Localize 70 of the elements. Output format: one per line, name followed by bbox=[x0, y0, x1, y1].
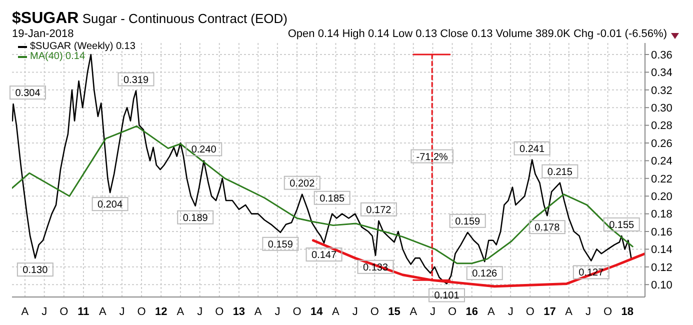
x-tick-label: J bbox=[352, 306, 358, 318]
x-tick-label: A bbox=[488, 306, 496, 318]
annotation: -71.2% bbox=[416, 152, 448, 163]
x-tick-label: O bbox=[448, 306, 458, 318]
annotation: 0.319 bbox=[123, 74, 149, 86]
x-tick-label: A bbox=[410, 306, 418, 318]
y-tick-label: 0.30 bbox=[651, 102, 672, 115]
x-tick-label: J bbox=[119, 306, 125, 318]
annotation: 0.202 bbox=[290, 178, 316, 190]
annotation: 0.178 bbox=[534, 222, 560, 234]
x-tick-label: J bbox=[274, 306, 280, 318]
x-tick-label: A bbox=[176, 306, 185, 318]
annotation: 0.204 bbox=[98, 200, 124, 211]
y-tick-label: 0.36 bbox=[651, 49, 672, 62]
x-tick-label: O bbox=[526, 306, 535, 318]
annotation: 0.304 bbox=[15, 88, 41, 100]
annotation: 0.189 bbox=[182, 212, 208, 224]
x-tick-label: O bbox=[292, 306, 302, 318]
annotation: 0.215 bbox=[547, 166, 573, 178]
x-tick-label: O bbox=[603, 306, 612, 318]
x-tick-label: A bbox=[254, 306, 262, 318]
annotation: 0.155 bbox=[609, 220, 635, 231]
x-tick-label: 18 bbox=[621, 306, 634, 318]
legend-label: MA(40) 0.14 bbox=[30, 51, 86, 62]
x-tick-label: 11 bbox=[78, 306, 90, 318]
x-tick-label: A bbox=[332, 306, 340, 318]
text: Open 0.14 High 0.14 Low 0.13 Close 0.13 Volume 389.0K Chg -0.01 (-6.56%) bbox=[288, 28, 667, 40]
x-tick-label: O bbox=[60, 306, 69, 318]
annotation: 0.126 bbox=[472, 268, 498, 280]
y-tick-label: 0.14 bbox=[651, 244, 672, 256]
annotation: 0.159 bbox=[268, 239, 294, 250]
annotation: 0.147 bbox=[312, 250, 337, 262]
x-tick-label: A bbox=[565, 306, 574, 318]
x-tick-label: J bbox=[42, 306, 48, 318]
y-tick-label: 0.12 bbox=[651, 262, 672, 274]
x-tick-label: J bbox=[585, 306, 591, 318]
y-tick-label: 0.24 bbox=[651, 156, 672, 168]
x-tick-label: J bbox=[508, 306, 514, 318]
y-tick-label: 0.20 bbox=[651, 191, 672, 204]
x-tick-label: A bbox=[21, 306, 30, 318]
y-tick-label: 0.32 bbox=[651, 84, 672, 97]
x-tick-label: 17 bbox=[544, 306, 556, 318]
x-tick-label: 15 bbox=[388, 306, 400, 318]
x-tick-label: O bbox=[370, 306, 380, 318]
chart-subtitle: 19-Jan-2018 bbox=[12, 28, 74, 40]
x-tick-label: J bbox=[430, 306, 436, 318]
x-tick-label: A bbox=[98, 306, 107, 318]
x-tick-label: O bbox=[137, 306, 146, 318]
y-tick-label: 0.28 bbox=[651, 120, 672, 132]
y-tick-label: 0.22 bbox=[651, 173, 672, 186]
annotation: 0.241 bbox=[520, 144, 546, 155]
annotation: 0.101 bbox=[434, 290, 460, 302]
x-tick-label: 12 bbox=[154, 306, 168, 318]
y-tick-label: 0.18 bbox=[651, 208, 672, 221]
chart-title: $SUGAR Sugar - Continuous Contract (EOD) bbox=[12, 10, 288, 27]
legend-label: $SUGAR (Weekly) 0.13 bbox=[30, 41, 136, 52]
annotation: 0.172 bbox=[366, 204, 392, 216]
y-tick-label: 0.10 bbox=[651, 280, 672, 292]
x-tick-label: 13 bbox=[232, 306, 246, 318]
annotation: 0.240 bbox=[191, 144, 217, 156]
x-tick-label: 16 bbox=[466, 306, 478, 318]
y-tick-label: 0.26 bbox=[651, 138, 672, 150]
annotation: 0.159 bbox=[455, 216, 481, 228]
x-tick-label: J bbox=[197, 306, 203, 318]
annotation: 0.185 bbox=[320, 193, 346, 204]
x-tick-label: O bbox=[215, 306, 224, 318]
y-tick-label: 0.34 bbox=[651, 67, 672, 80]
annotation: 0.130 bbox=[22, 265, 48, 276]
y-tick-label: 0.16 bbox=[651, 226, 672, 238]
x-tick-label: 14 bbox=[310, 306, 324, 318]
